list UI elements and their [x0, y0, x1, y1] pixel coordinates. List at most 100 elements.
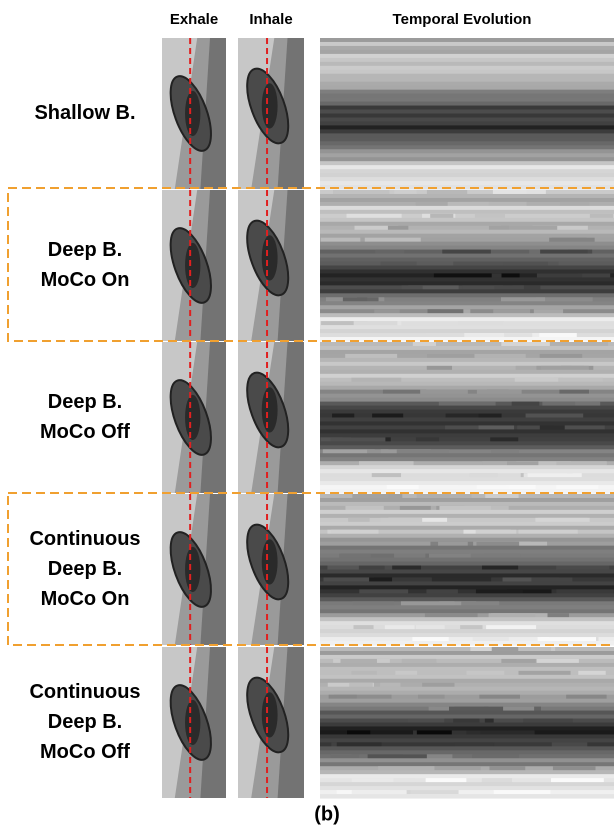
temporal-stripe	[320, 133, 614, 138]
temporal-stripe	[320, 234, 614, 239]
row-label: Continuous	[29, 681, 140, 703]
temporal-stripe	[320, 774, 614, 779]
temporal-stripe	[320, 58, 614, 63]
temporal-stripe	[320, 165, 614, 170]
kidney-inner	[185, 91, 200, 136]
temporal-stripe	[320, 246, 614, 251]
temporal-stripe	[320, 222, 614, 227]
temporal-stripe	[320, 573, 614, 578]
temporal-stripe	[320, 149, 614, 154]
temporal-stripe	[320, 406, 614, 411]
temporal-stripe	[320, 129, 614, 134]
temporal-stripe	[320, 469, 614, 474]
temporal-stripe	[320, 42, 614, 47]
temporal-stripe	[320, 281, 614, 286]
temporal-stripe	[320, 723, 614, 728]
temporal-stripe	[320, 266, 614, 271]
temporal-stripe	[320, 301, 614, 306]
temporal-stripe	[320, 794, 614, 799]
temporal-stripe	[320, 269, 614, 274]
temporal-stripe	[320, 313, 614, 318]
kidney-inner	[185, 547, 200, 592]
temporal-stripe	[320, 522, 614, 527]
temporal-stripe	[320, 206, 614, 211]
temporal-stripe	[320, 121, 614, 126]
row-label: Deep B.	[48, 391, 122, 413]
temporal-stripe	[320, 141, 614, 146]
temporal-stripe	[320, 374, 614, 379]
temporal-stripe	[320, 617, 614, 622]
temporal-stripe	[320, 346, 614, 351]
temporal-stripe	[320, 750, 614, 755]
temporal-stripe	[320, 453, 614, 458]
row-label: Deep B.	[48, 558, 122, 580]
temporal-stripe	[320, 258, 614, 263]
row-label: MoCo Off	[40, 421, 130, 443]
temporal-stripe	[320, 350, 614, 355]
temporal-stripe	[320, 305, 614, 310]
temporal-stripe	[320, 418, 614, 423]
kidney-inner	[185, 395, 200, 440]
temporal-stripe	[320, 398, 614, 403]
temporal-stripe	[320, 317, 614, 322]
temporal-stripe	[320, 242, 614, 247]
temporal-stripe	[320, 538, 614, 543]
row-label: Deep B.	[48, 711, 122, 733]
temporal-stripe	[320, 550, 614, 555]
temporal-stripe	[320, 70, 614, 75]
temporal-stripe	[320, 94, 614, 99]
temporal-stripe	[320, 758, 614, 763]
temporal-stripe	[320, 699, 614, 704]
temporal-stripe	[320, 82, 614, 87]
column-header: Inhale	[249, 11, 292, 28]
temporal-stripe	[320, 114, 614, 119]
temporal-stripe	[320, 633, 614, 638]
temporal-stripe	[320, 194, 614, 199]
temporal-stripe	[320, 433, 614, 438]
temporal-stripe	[320, 181, 614, 186]
temporal-stripe	[320, 362, 614, 367]
temporal-stripe	[320, 477, 614, 482]
temporal-stripe	[320, 277, 614, 282]
temporal-stripe	[320, 289, 614, 294]
temporal-stripe	[320, 173, 614, 178]
temporal-stripe	[320, 293, 614, 298]
temporal-stripe	[320, 585, 614, 590]
temporal-stripe	[320, 54, 614, 59]
temporal-stripe	[320, 562, 614, 567]
kidney-inner	[262, 83, 278, 128]
temporal-stripe	[320, 50, 614, 55]
temporal-stripe	[320, 177, 614, 182]
temporal-stripe	[320, 629, 614, 634]
temporal-stripe	[320, 117, 614, 122]
temporal-stripe	[320, 711, 614, 716]
kidney-inner	[262, 539, 278, 584]
temporal-stripe	[320, 510, 614, 515]
temporal-stripe	[320, 394, 614, 399]
caption: (b)	[314, 803, 340, 825]
kidney-inner	[262, 692, 278, 737]
column-header: Exhale	[170, 11, 218, 28]
temporal-stripe	[320, 754, 614, 759]
temporal-stripe	[320, 581, 614, 586]
temporal-stripe	[320, 502, 614, 507]
temporal-stripe	[320, 609, 614, 614]
temporal-stripe	[320, 382, 614, 387]
temporal-stripe	[320, 514, 614, 519]
temporal-stripe	[320, 691, 614, 696]
temporal-stripe	[320, 703, 614, 708]
row-label: Deep B.	[48, 239, 122, 261]
kidney-inner	[185, 700, 200, 745]
column-header: Temporal Evolution	[393, 11, 532, 28]
temporal-stripe	[320, 534, 614, 539]
temporal-stripe	[320, 90, 614, 95]
temporal-stripe	[320, 481, 614, 486]
temporal-stripe	[320, 421, 614, 426]
temporal-stripe	[320, 738, 614, 743]
kidney-inner	[185, 243, 200, 288]
temporal-stripe	[320, 358, 614, 363]
row: Shallow B.	[34, 38, 614, 190]
temporal-stripe	[320, 570, 614, 575]
temporal-stripe	[320, 498, 614, 503]
